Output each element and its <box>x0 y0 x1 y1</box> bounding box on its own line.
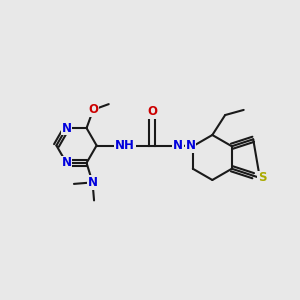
Text: N: N <box>173 139 183 152</box>
Text: NH: NH <box>115 139 135 152</box>
Text: N: N <box>88 176 98 189</box>
Text: N: N <box>61 122 71 135</box>
Text: O: O <box>88 103 98 116</box>
Text: O: O <box>147 105 157 118</box>
Text: S: S <box>258 171 266 184</box>
Text: N: N <box>185 139 195 152</box>
Text: N: N <box>61 156 71 170</box>
